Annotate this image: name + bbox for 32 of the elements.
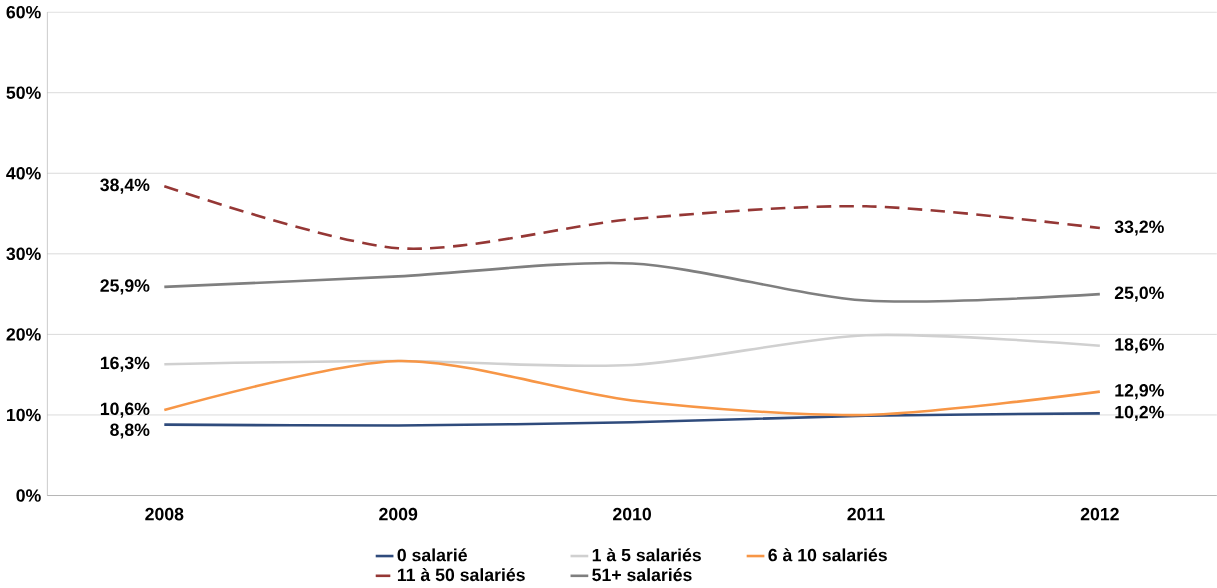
- legend-label: 1 à 5 salariés: [592, 548, 701, 562]
- data-label: 10,6%: [100, 402, 150, 418]
- y-tick-label: 20%: [6, 328, 41, 341]
- data-label: 38,4%: [100, 178, 150, 194]
- y-tick-label: 10%: [7, 408, 41, 422]
- data-label: 18,6%: [1115, 338, 1164, 354]
- x-tick-label: 2011: [847, 507, 885, 521]
- line-series: [163, 184, 1102, 251]
- line-series: [163, 359, 1102, 417]
- x-tick-label: 2012: [1080, 507, 1119, 521]
- y-tick-label: 60%: [6, 6, 41, 19]
- data-label: 33,2%: [1114, 220, 1164, 236]
- y-tick-label: 40%: [6, 167, 41, 180]
- x-tick-label: 2010: [613, 507, 651, 521]
- y-tick-label: 50%: [6, 86, 41, 100]
- legend-label: 6 à 10 salariés: [768, 548, 887, 562]
- legend-label: 11 à 50 salariés: [397, 568, 525, 582]
- data-label: 16,3%: [100, 356, 150, 372]
- data-label: 10,2%: [1115, 405, 1164, 421]
- line-series: [163, 412, 1102, 427]
- data-label: 25,0%: [1114, 286, 1164, 302]
- x-tick-label: 2008: [145, 507, 184, 521]
- data-label: 25,9%: [100, 279, 150, 295]
- legend-label: 51+ salariés: [592, 568, 692, 582]
- line-series: [163, 261, 1102, 303]
- legend-label: 0 salarié: [397, 548, 467, 562]
- data-label: 8,8%: [110, 423, 150, 439]
- y-tick-label: 30%: [6, 247, 41, 261]
- x-tick-label: 2009: [379, 507, 418, 521]
- data-label: 12,9%: [1115, 384, 1164, 400]
- y-tick-label: 0%: [16, 489, 41, 502]
- line-series: [163, 333, 1102, 368]
